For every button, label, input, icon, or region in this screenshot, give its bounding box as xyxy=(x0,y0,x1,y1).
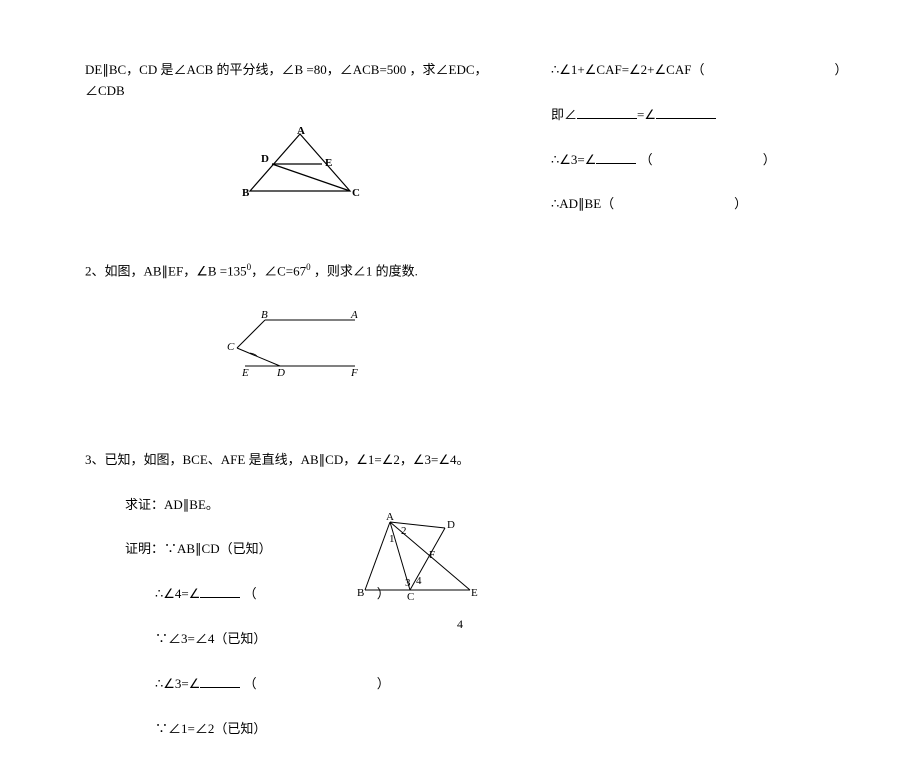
p2-label-f: F xyxy=(350,367,358,379)
right-line4: ∴AD∥BE（） xyxy=(551,194,881,215)
p2-label-e: E xyxy=(241,367,249,379)
p3-label-1: 1 xyxy=(389,533,395,545)
p1-label-c: C xyxy=(352,187,360,199)
p2-label-b: B xyxy=(261,309,268,321)
p3-label-3: 3 xyxy=(405,577,411,589)
p3-label-b: B xyxy=(357,587,364,599)
p3-label-4: 4 xyxy=(416,575,422,587)
problem2-text: 2、如图，AB∥EF，∠B =1350，∠C=670 ，则求∠1 的度数. xyxy=(85,260,515,282)
p3-label-c: C xyxy=(407,591,414,603)
problem3-line7: ∵∠1=∠2（已知） xyxy=(85,719,515,740)
right-line2: 即∠=∠ xyxy=(551,105,881,126)
page-number: 4 xyxy=(0,617,920,632)
right-line1: ∴∠1+∠CAF=∠2+∠CAF（） xyxy=(551,60,881,81)
problem1-figure: A D E B C xyxy=(85,126,515,210)
problem3-line5: ∵∠3=∠4（已知） xyxy=(85,629,515,650)
p2-label-d: D xyxy=(276,367,285,379)
problem3-line1: 3、已知，如图，BCE、AFE 是直线，AB∥CD，∠1=∠2，∠3=∠4。 xyxy=(85,450,515,471)
p3-label-f: F xyxy=(429,549,435,561)
p3-label-e: E xyxy=(471,587,478,599)
right-line3: ∴∠3=∠ （） xyxy=(551,150,881,171)
p1-label-a: A xyxy=(297,126,305,137)
p3-label-d: D xyxy=(447,519,455,531)
problem3-figure: A D F B C E 1 2 3 4 xyxy=(345,510,485,614)
problem1-text: DE∥BC，CD 是∠ACB 的平分线，∠B =80，∠ACB=500 ，求∠E… xyxy=(85,60,515,102)
p2-label-a: A xyxy=(350,309,358,321)
p3-label-a: A xyxy=(386,511,394,523)
problem3-line6: ∴∠3=∠ （） xyxy=(85,674,515,695)
p1-label-e: E xyxy=(325,157,332,169)
p3-label-2: 2 xyxy=(401,525,407,537)
problem2-figure: B A C E D F xyxy=(85,306,515,390)
p2-label-c: C xyxy=(227,341,235,353)
p1-label-b: B xyxy=(242,187,250,199)
p1-label-d: D xyxy=(261,153,269,165)
